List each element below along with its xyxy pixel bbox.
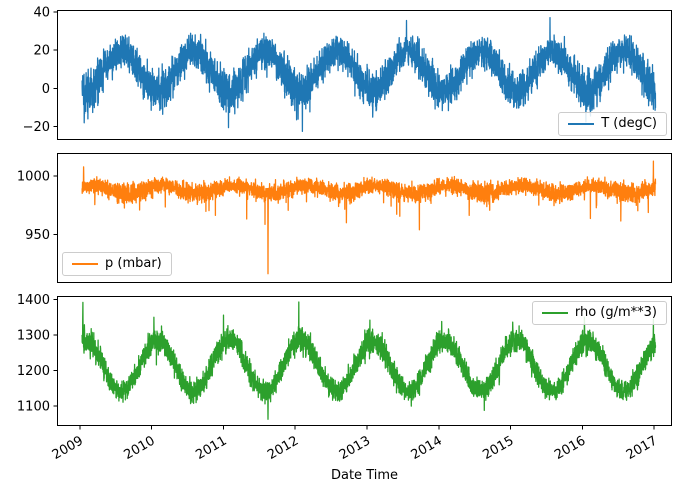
temperature-y-tick-label: 20: [33, 44, 50, 59]
x-tick-label: 2011: [193, 433, 229, 463]
legend-pressure: p (mbar): [62, 252, 172, 277]
pressure-legend-line-sample: [72, 263, 98, 266]
x-tick-label: 2014: [409, 433, 445, 463]
density-legend-label: rho (g/m**3): [574, 305, 657, 320]
pressure-series-line: [81, 160, 657, 275]
temperature-y-tick-label: 40: [33, 5, 50, 20]
legend-temperature: T (degC): [558, 112, 667, 137]
x-tick-label: 2015: [480, 433, 516, 463]
density-y-tick-label: 1400: [17, 293, 50, 308]
density-axes-frame: [57, 296, 672, 426]
pressure-y-tick-label: 1000: [17, 170, 50, 185]
density-y-tick-label: 1200: [17, 364, 50, 379]
temperature-legend-line-sample: [568, 123, 595, 126]
temperature-axes-frame: [57, 10, 672, 140]
x-axis-label: Date Time: [330, 468, 399, 483]
density-legend-line-sample: [541, 312, 568, 315]
legend-density: rho (g/m**3): [531, 301, 667, 326]
density-y-tick-label: 1300: [17, 328, 50, 343]
density-y-tick-label: 1100: [17, 399, 50, 414]
temperature-series-line: [81, 16, 657, 133]
temperature-legend-label: T (degC): [601, 116, 657, 131]
x-tick-label: 2012: [265, 433, 301, 463]
x-tick-label: 2010: [122, 433, 158, 463]
x-tick-label: 2017: [624, 433, 660, 463]
pressure-axes-frame: [57, 153, 672, 283]
temperature-y-tick-label: −20: [23, 120, 50, 135]
density-series-line: [81, 301, 657, 420]
x-tick-label: 2016: [552, 433, 588, 463]
x-tick-label: 2013: [337, 433, 373, 463]
pressure-y-tick-label: 950: [25, 228, 50, 243]
temperature-y-tick-label: 0: [42, 82, 50, 97]
x-tick-label: 2009: [50, 433, 86, 463]
pressure-legend-label: p (mbar): [105, 256, 162, 271]
